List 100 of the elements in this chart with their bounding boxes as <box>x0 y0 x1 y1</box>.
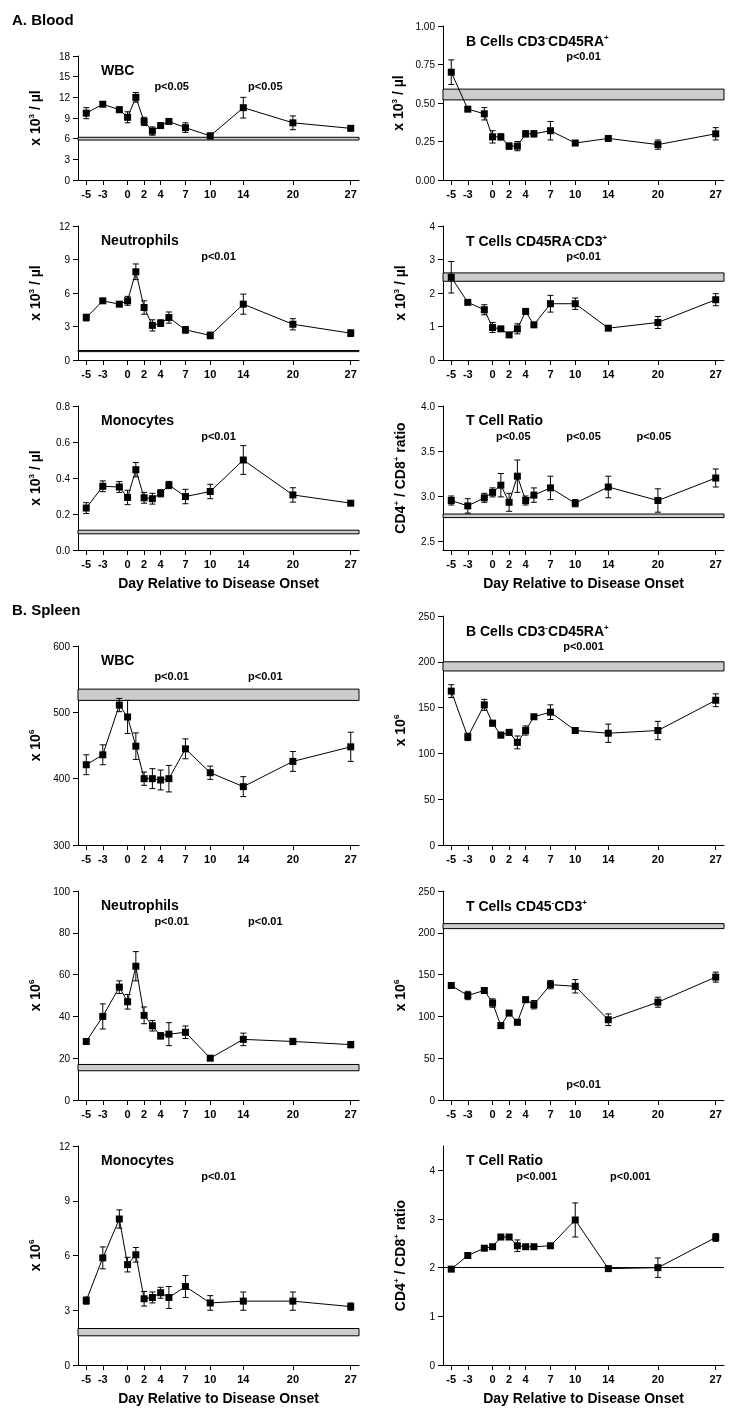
annotation: p<0.05 <box>566 429 601 442</box>
x-tick-label: -5 <box>446 557 457 570</box>
y-tick-label: 3.5 <box>421 445 436 457</box>
x-tick-label: 7 <box>182 1107 189 1120</box>
y-tick-label: 0.75 <box>415 59 436 70</box>
chart-title: WBC <box>101 62 135 78</box>
x-axis-title: Day Relative to Disease Onset <box>483 575 685 591</box>
chart-title: T Cell Ratio <box>466 412 544 428</box>
y-tick-label: 300 <box>53 839 71 851</box>
x-tick-label: 2 <box>141 557 148 570</box>
y-tick-label: 250 <box>418 610 436 622</box>
y-tick-label: 0 <box>64 174 71 186</box>
x-tick-label: 2 <box>506 367 513 380</box>
annotation: p<0.01 <box>566 49 601 62</box>
y-tick-label: 250 <box>418 885 436 897</box>
y-tick-label: 4 <box>429 1164 436 1176</box>
x-tick-label: 14 <box>602 187 616 200</box>
y-tick-label: 2 <box>429 1262 436 1274</box>
y-tick-label: 20 <box>58 1052 71 1064</box>
x-tick-label: 14 <box>237 1372 251 1385</box>
x-tick-label: 4 <box>157 1372 165 1385</box>
y-tick-label: 2.5 <box>421 535 436 547</box>
annotation: p<0.01 <box>201 249 236 262</box>
x-tick-label: 20 <box>286 187 300 200</box>
x-tick-label: 14 <box>237 1107 251 1120</box>
annotation: p<0.01 <box>566 1077 601 1090</box>
y-tick-label: 12 <box>58 1140 71 1152</box>
annotation: p<0.001 <box>516 1169 557 1182</box>
x-tick-label: 20 <box>651 187 665 200</box>
x-tick-label: 0 <box>124 1372 131 1385</box>
y-tick-label: 200 <box>418 656 436 668</box>
x-tick-label: 10 <box>569 367 582 380</box>
y-tick-label: 0.8 <box>56 400 71 412</box>
x-tick-label: 0 <box>124 557 131 570</box>
x-tick-label: 2 <box>141 852 148 865</box>
x-tick-label: 27 <box>344 187 357 200</box>
x-tick-label: 14 <box>237 187 251 200</box>
x-tick-label: 7 <box>182 1372 189 1385</box>
y-tick-label: 15 <box>58 71 71 83</box>
x-axis-title: Day Relative to Disease Onset <box>483 1390 685 1406</box>
y-axis-title: x 106 <box>26 1239 43 1272</box>
x-tick-label: 4 <box>522 367 530 380</box>
x-tick-label: 0 <box>489 187 496 200</box>
y-tick-label: 400 <box>53 773 71 785</box>
x-tick-label: 4 <box>522 557 530 570</box>
x-tick-label: -3 <box>462 1372 473 1385</box>
x-tick-label: 27 <box>709 1107 722 1120</box>
y-tick-label: 50 <box>423 1052 436 1064</box>
x-tick-label: 4 <box>157 852 165 865</box>
x-tick-label: 27 <box>344 852 357 865</box>
y-axis-title: x 103 / µl <box>26 450 43 506</box>
y-tick-label: 80 <box>58 927 71 939</box>
annotation: p<0.01 <box>201 429 236 442</box>
x-tick-label: -3 <box>97 187 108 200</box>
y-tick-label: 100 <box>53 885 71 897</box>
x-tick-label: 4 <box>522 852 530 865</box>
y-tick-label: 600 <box>53 640 71 652</box>
x-tick-label: 2 <box>506 187 513 200</box>
x-tick-label: 7 <box>182 367 189 380</box>
annotation: p<0.01 <box>201 1169 236 1182</box>
x-tick-label: 20 <box>286 852 300 865</box>
x-tick-label: 10 <box>569 1372 582 1385</box>
x-tick-label: 2 <box>506 1107 513 1120</box>
x-tick-label: 27 <box>344 1372 357 1385</box>
x-axis-title: Day Relative to Disease Onset <box>118 575 320 591</box>
y-tick-label: 150 <box>418 702 436 714</box>
x-tick-label: 27 <box>709 367 722 380</box>
y-tick-label: 40 <box>58 1010 71 1022</box>
x-tick-label: 10 <box>569 1107 582 1120</box>
x-tick-label: 20 <box>651 557 665 570</box>
y-tick-label: 0.4 <box>56 472 71 484</box>
x-axis-title: Day Relative to Disease Onset <box>118 1390 320 1406</box>
y-tick-label: 0 <box>64 1094 71 1106</box>
x-tick-label: 14 <box>237 557 251 570</box>
annotation: p<0.01 <box>154 914 189 927</box>
x-tick-label: 20 <box>651 852 665 865</box>
x-tick-label: 20 <box>651 1372 665 1385</box>
annotation: p<0.01 <box>248 669 283 682</box>
y-axis-title: x 103 / µl <box>26 90 43 146</box>
x-tick-label: 0 <box>124 187 131 200</box>
annotation: p<0.01 <box>154 669 189 682</box>
x-tick-label: -3 <box>97 852 108 865</box>
x-tick-label: 2 <box>141 1107 148 1120</box>
y-tick-label: 100 <box>418 747 436 759</box>
x-tick-label: 10 <box>204 1107 217 1120</box>
y-tick-label: 0 <box>429 1094 436 1106</box>
y-tick-label: 0 <box>64 354 71 366</box>
x-tick-label: 0 <box>489 1107 496 1120</box>
x-tick-label: 20 <box>286 557 300 570</box>
y-tick-label: 0.00 <box>415 174 436 186</box>
x-tick-label: 4 <box>157 557 165 570</box>
x-tick-label: -3 <box>462 852 473 865</box>
y-tick-label: 3 <box>429 1213 436 1225</box>
annotation: p<0.05 <box>154 79 189 92</box>
y-tick-label: 3.0 <box>421 490 436 502</box>
y-tick-label: 0.2 <box>56 508 71 520</box>
x-tick-label: -3 <box>462 557 473 570</box>
y-tick-label: 3 <box>429 254 436 265</box>
x-tick-label: 20 <box>286 367 300 380</box>
y-tick-label: 0 <box>64 1359 71 1371</box>
